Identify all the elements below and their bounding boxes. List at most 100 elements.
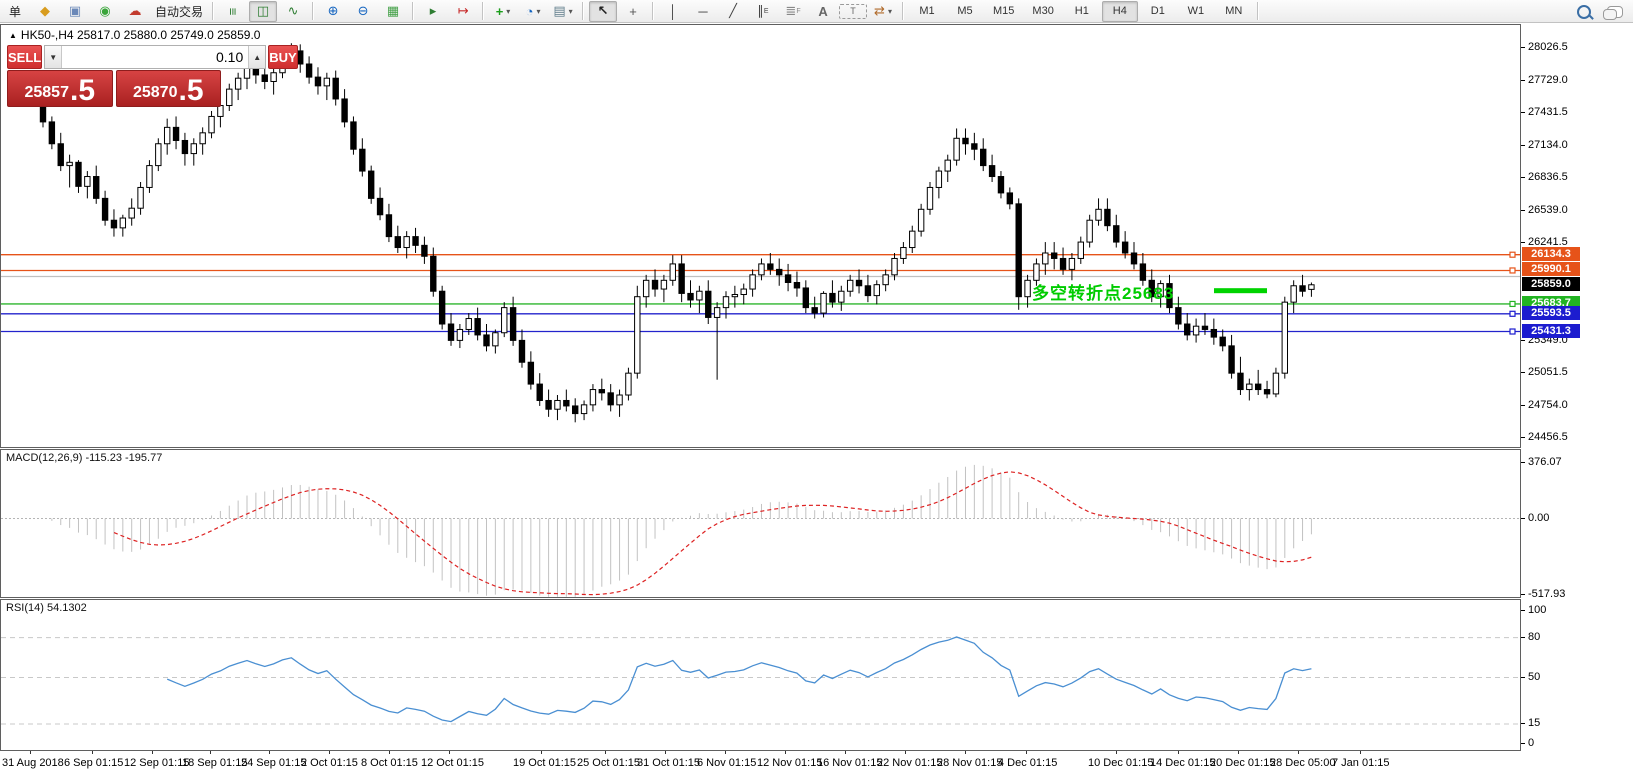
price-tick-label: 26836.5 [1528,171,1568,183]
rsi-label: RSI(14) 54.1302 [6,602,87,614]
price-tick-label: 24754.0 [1528,398,1568,411]
axis-tick [1521,404,1525,406]
time-label: 25 Oct 01:15 [577,757,640,769]
time-label: 16 Nov 01:15 [817,757,883,769]
time-label: 4 Dec 01:15 [998,757,1058,769]
zoom-out-icon[interactable]: ⊖ [357,3,369,18]
toolbar-separator [652,2,655,20]
axis-tick [1521,242,1525,243]
volume-decrease-button[interactable]: ▼ [45,46,63,68]
zoom-in-icon[interactable]: ⊕ [327,3,339,18]
vertical-line-icon[interactable]: │ [668,3,678,19]
rsi-chart[interactable] [1,600,1520,750]
time-label: 12 Sep 01:15 [124,757,190,769]
sell-button[interactable]: SELL [7,45,43,69]
axis-tick [1521,177,1525,178]
timeframe-h4[interactable]: H4 [1101,0,1138,22]
bar-chart-icon[interactable]: ≡ [225,7,241,15]
periods-button-dropdown[interactable]: ▾ [536,6,541,16]
macd-scale-label: 376.07 [1528,456,1562,468]
timeframe-m30[interactable]: M30 [1032,5,1054,17]
time-label: 19 Oct 01:15 [513,757,576,769]
time-tick [665,751,666,754]
macd-chart[interactable] [1,450,1520,597]
horizontal-line-icon[interactable]: ─ [698,3,708,19]
periods-button[interactable]: ◔ ▾ [525,3,541,19]
sell-price-box[interactable]: 25857.5 [7,70,113,107]
price-tick-label: 24456.5 [1528,431,1568,443]
time-label: 12 Oct 01:15 [421,757,484,769]
text-icon[interactable]: A [818,3,828,19]
axis-tick [1521,79,1525,81]
candlestick-chart-icon[interactable]: ◫ [249,0,278,22]
indicators-button-dropdown[interactable]: ▾ [506,6,511,16]
time-axis[interactable]: 31 Aug 2018 6 Sep 01:15 12 Sep 01:15 18 Sep… [0,751,1521,775]
axis-tick [1521,112,1525,113]
chat-icon[interactable] [1603,5,1623,20]
time-tick [541,751,542,754]
time-tick [329,751,330,754]
tile-windows-icon[interactable]: ▦ [386,3,400,18]
toolbar-separator [312,2,315,20]
timeframe-m1[interactable]: M1 [919,5,935,17]
timeframe-h1[interactable]: H1 [1074,5,1089,17]
toolbar-separator [582,2,585,20]
sell-price-main: 25857 [24,84,69,101]
price-axis[interactable]: 28026.5 27729.0 27431.5 27134.0 26836.5 26539… [1521,24,1633,751]
price-tag-25859.0: 25859.0 [1522,276,1580,291]
axis-tick [1521,723,1525,725]
time-label: 18 Sep 01:15 [182,757,248,769]
toolbar-separator [412,2,415,20]
auto-scroll-icon[interactable]: ▸ [429,3,437,18]
templates-button[interactable]: ▤ ▾ [553,3,573,18]
autotrade-button[interactable]: 自动交易 [155,4,204,19]
signals-icon[interactable]: ◉ [99,3,111,18]
time-tick [965,751,966,754]
crosshair-icon[interactable]: + [629,3,637,19]
line-chart-icon[interactable]: ∿ [287,3,299,18]
time-label: 20 Dec 01:15 [1210,757,1276,769]
buy-button[interactable]: BUY [268,45,298,69]
volume-input[interactable] [62,46,249,68]
time-label: 2 Oct 01:15 [301,757,358,769]
axis-tick [1521,47,1525,48]
axis-tick [1521,594,1525,595]
timeframe-m15[interactable]: M15 [993,5,1015,17]
timeframe-m5[interactable]: M5 [957,5,973,17]
volume-increase-button[interactable]: ▲ [248,46,266,68]
templates-button-dropdown[interactable]: ▾ [568,6,573,16]
main-chart-pane: ▲ HK50-,H4 25817.0 25880.0 25749.0 25859.… [0,24,1521,448]
rsi-scale-label: 0 [1528,737,1535,749]
timeframe-mn[interactable]: MN [1225,5,1243,17]
indicators-button[interactable]: + ▾ [495,3,511,19]
trendline-icon[interactable]: ╱ [729,3,737,18]
label-icon[interactable]: T [839,3,868,19]
market-watch-icon[interactable]: ◆ [40,3,50,18]
collapse-triangle-icon[interactable]: ▲ [9,31,17,40]
time-tick [1178,751,1179,754]
time-tick [449,751,450,754]
fibonacci-icon[interactable]: ≣ F [785,3,801,18]
search-icon[interactable] [1577,4,1591,19]
autotrade-status-icon[interactable]: ☁ [128,3,142,18]
timeframe-group: M1 M5 M15 M30 H1 H4 D1 W1 MN [908,0,1253,22]
buy-price-frac: .5 [178,74,204,107]
arrows-tool-icon[interactable]: ⇄ ▾ [874,3,892,18]
timeframe-d1[interactable]: D1 [1150,5,1165,17]
time-label: 10 Dec 01:15 [1088,757,1154,769]
timeframe-w1[interactable]: W1 [1187,5,1205,17]
channel-icon[interactable]: ∥ E [757,3,769,18]
terminal-icon[interactable]: ▣ [68,3,82,18]
time-label: 7 Jan 01:15 [1332,757,1390,769]
cursor-icon[interactable]: ↖ [589,0,618,22]
chart-title: ▲ HK50-,H4 25817.0 25880.0 25749.0 25859.… [9,28,260,42]
arrows-tool-icon-dropdown[interactable]: ▾ [887,6,892,16]
chart-shift-icon[interactable]: ↦ [457,3,469,18]
buy-price-box[interactable]: 25870.5 [115,70,221,107]
time-tick [389,751,390,754]
new-order-button[interactable]: 单 [8,4,21,19]
candlestick-chart[interactable] [1,25,1520,447]
toolbar-separator [482,2,485,20]
buy-price-main: 25870 [132,84,178,101]
macd-scale-label: 0.00 [1528,511,1550,524]
